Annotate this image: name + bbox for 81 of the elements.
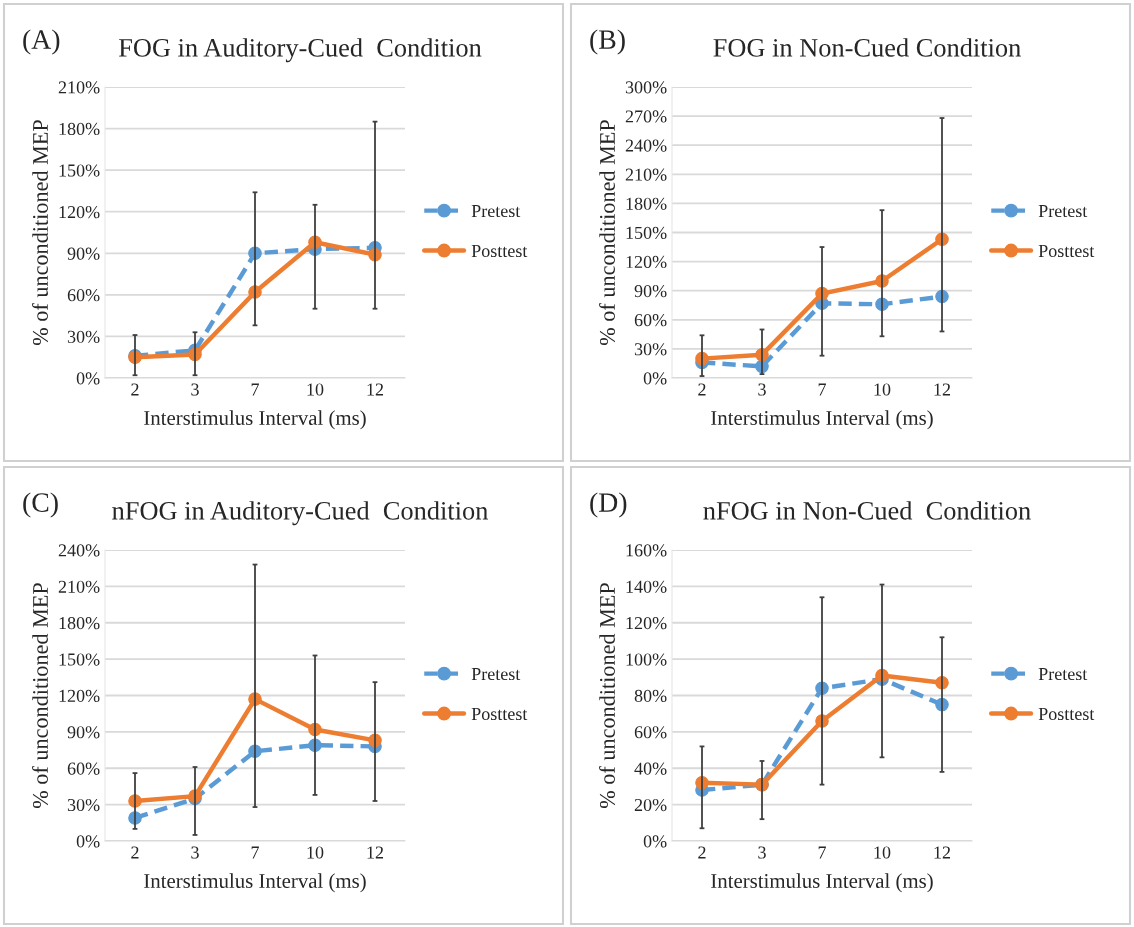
x-tick-label: 12 — [934, 383, 951, 396]
y-tick-label: 90% — [634, 284, 667, 298]
x-tick-label: 7 — [818, 383, 826, 396]
text: (D) — [590, 492, 627, 518]
x-tick-label: 2 — [698, 846, 706, 859]
y-tick-label: 0% — [643, 835, 667, 848]
chart-title: FOG in Non-Cued Condition — [713, 38, 1021, 57]
chart-title: nFOG in Non-Cued Condition — [703, 501, 1031, 520]
x-tick-label: 7 — [251, 383, 259, 396]
x-tick-label: 7 — [818, 846, 826, 859]
x-tick-label: 10 — [874, 383, 891, 396]
x-tick-label: 7 — [251, 846, 259, 859]
x-axis-title: Interstimulus Interval (ms) — [144, 410, 366, 430]
legend-label: Posttest — [471, 245, 528, 258]
y-tick-label: 100% — [626, 653, 667, 666]
x-tick-label: 3 — [191, 383, 199, 396]
y-tick-label: 60% — [634, 314, 667, 327]
legend-label: Pretest — [1038, 205, 1088, 218]
x-tick-label: 3 — [191, 846, 199, 859]
legend-label: Pretest — [471, 205, 521, 218]
x-axis-title: Interstimulus Interval (ms) — [144, 873, 366, 893]
y-tick-label: 150% — [59, 164, 100, 177]
y-axis-title: % of unconditioned MEP — [32, 583, 49, 808]
legend-label: Pretest — [1038, 668, 1088, 681]
x-tick-label: 2 — [698, 383, 706, 396]
x-tick-label: 2 — [131, 846, 139, 859]
y-tick-label: 30% — [67, 330, 100, 343]
y-tick-label: 120% — [59, 205, 100, 219]
y-tick-label: 300% — [625, 81, 667, 94]
legend-label: Pretest — [471, 668, 521, 681]
y-tick-label: 180% — [59, 617, 100, 630]
y-tick-label: 0% — [76, 835, 100, 848]
y-axis-title: % of unconditioned MEP — [599, 583, 616, 808]
legend-label: Posttest — [1038, 245, 1095, 258]
y-tick-label: 90% — [67, 726, 100, 739]
x-tick-label: 10 — [307, 383, 324, 396]
text: (C) — [23, 492, 58, 518]
y-tick-label: 150% — [626, 226, 667, 239]
y-tick-label: 210% — [625, 168, 667, 181]
y-tick-label: 140% — [626, 580, 667, 593]
x-tick-label: 12 — [367, 383, 384, 396]
y-tick-label: 60% — [634, 726, 667, 739]
x-tick-label: 3 — [758, 383, 766, 396]
y-tick-label: 30% — [67, 798, 100, 812]
text: (B) — [590, 29, 625, 55]
x-tick-label: 10 — [874, 846, 891, 859]
y-tick-label: 0% — [76, 372, 100, 385]
x-tick-label: 10 — [307, 846, 324, 859]
y-axis-title: % of unconditioned MEP — [599, 120, 616, 345]
legend-label: Posttest — [1038, 708, 1095, 721]
x-axis-title: Interstimulus Interval (ms) — [711, 873, 933, 893]
x-tick-label: 2 — [131, 383, 139, 396]
y-tick-label: 160% — [626, 544, 667, 557]
legend-label: Posttest — [471, 708, 528, 721]
y-tick-label: 210% — [58, 81, 100, 94]
y-tick-label: 30% — [634, 343, 667, 356]
chart-title: FOG in Auditory-Cued Condition — [118, 38, 482, 63]
y-tick-label: 90% — [67, 247, 100, 260]
y-tick-label: 270% — [625, 110, 667, 123]
x-tick-label: 3 — [758, 846, 766, 859]
x-axis-title: Interstimulus Interval (ms) — [711, 410, 933, 430]
y-tick-label: 120% — [626, 255, 667, 269]
y-axis-title: % of unconditioned MEP — [32, 120, 49, 345]
y-tick-label: 180% — [59, 122, 100, 136]
y-tick-label: 240% — [58, 544, 100, 557]
y-tick-label: 60% — [67, 762, 100, 775]
y-tick-label: 150% — [59, 653, 100, 666]
text: (A) — [23, 29, 60, 55]
x-tick-label: 12 — [934, 846, 951, 859]
y-tick-label: 240% — [625, 139, 667, 152]
chart-title: nFOG in Auditory-Cued Condition — [112, 501, 488, 526]
x-tick-label: 12 — [367, 846, 384, 859]
y-tick-label: 210% — [58, 580, 100, 593]
y-tick-label: 60% — [67, 289, 100, 302]
y-tick-label: 0% — [643, 372, 667, 385]
y-tick-label: 20% — [634, 798, 667, 812]
y-tick-label: 180% — [626, 197, 667, 210]
y-tick-label: 120% — [59, 689, 100, 702]
y-tick-label: 80% — [634, 689, 667, 702]
y-tick-label: 40% — [634, 762, 667, 775]
y-tick-label: 120% — [626, 617, 667, 630]
